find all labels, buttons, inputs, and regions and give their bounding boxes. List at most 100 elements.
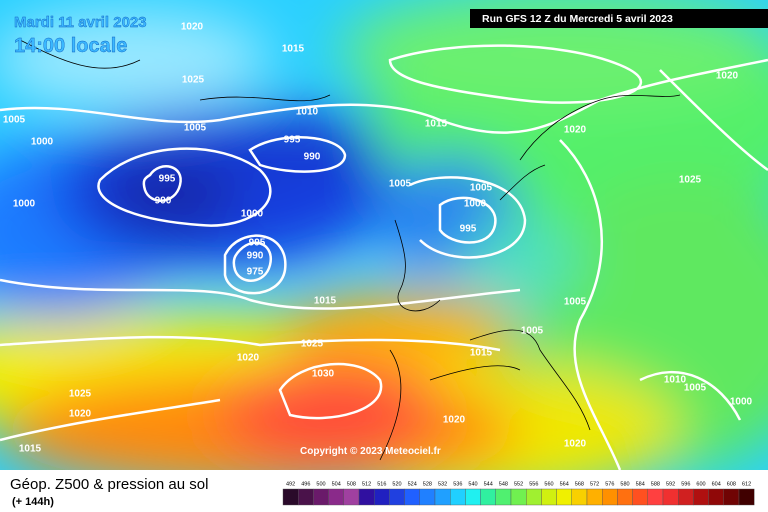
legend-label: 584	[636, 481, 645, 487]
legend-label: 504	[332, 481, 341, 487]
footer-title: Géop. Z500 & pression au sol	[10, 476, 208, 493]
isobar-label: 1025	[301, 339, 324, 350]
isobar-label: 1005	[684, 383, 707, 394]
legend-label: 576	[605, 481, 614, 487]
legend-swatch	[404, 488, 421, 506]
legend-label: 492	[286, 481, 295, 487]
legend-label: 592	[666, 481, 675, 487]
isobars	[0, 44, 768, 471]
footer-subtitle: (+ 144h)	[12, 496, 54, 508]
legend-swatch	[358, 488, 375, 506]
legend-swatch	[708, 488, 724, 506]
legend-swatch	[419, 488, 436, 506]
isobar-label: 1020	[716, 71, 739, 82]
legend-label: 552	[514, 481, 523, 487]
isobar-label: 1005	[470, 183, 493, 194]
isobar-label: 1000	[31, 137, 54, 148]
isobar-label: 1020	[69, 409, 92, 420]
date: Mardi 11 avril 2023	[14, 14, 147, 31]
legend-swatch	[617, 488, 633, 506]
legend-label: 608	[727, 481, 736, 487]
legend-label: 512	[362, 481, 371, 487]
time: 14:00 locale	[14, 35, 127, 57]
isobar-label: 1010	[296, 107, 319, 118]
isobar-label: 1000	[730, 397, 753, 408]
legend-swatch	[571, 488, 588, 506]
legend-swatch	[602, 488, 618, 506]
legend-swatch	[541, 488, 557, 506]
legend-label: 564	[560, 481, 569, 487]
run-box	[470, 9, 768, 28]
legend-swatch	[647, 488, 664, 506]
isobar-label: 990	[155, 196, 172, 207]
legend-label: 548	[499, 481, 508, 487]
isobar-label: 1015	[470, 348, 493, 359]
isobar-label: 1020	[181, 22, 204, 33]
isobar-label: 1025	[69, 389, 92, 400]
isobar-label: 1030	[312, 369, 335, 380]
legend-label: 536	[453, 481, 462, 487]
legend-swatch	[343, 488, 360, 506]
isobar-label: 1020	[564, 439, 587, 450]
isobar-label: 1020	[237, 353, 260, 364]
legend-swatch	[465, 488, 481, 506]
legend-swatch	[510, 488, 527, 506]
legend-label: 600	[696, 481, 705, 487]
color-field	[0, 0, 768, 500]
isobar-label: 1000	[13, 199, 36, 210]
isobar-label: 1015	[314, 296, 337, 307]
legend-label: 544	[484, 481, 493, 487]
isobar-label: 1005	[564, 297, 587, 308]
legend-swatch	[526, 488, 542, 506]
legend-label: 516	[377, 481, 386, 487]
legend-label: 528	[423, 481, 432, 487]
isobar-label: 990	[247, 251, 264, 262]
legend-swatch	[389, 488, 405, 506]
isobar-label: 975	[247, 267, 264, 278]
isobar-label: 1010	[664, 375, 687, 386]
legend-label: 580	[620, 481, 629, 487]
legend-label: 604	[712, 481, 721, 487]
legend-swatch	[738, 488, 755, 506]
legend-swatch	[495, 488, 512, 506]
legend-swatch	[313, 488, 329, 506]
legend-label: 532	[438, 481, 447, 487]
legend-label: 596	[681, 481, 690, 487]
isobar-label: 995	[284, 135, 301, 146]
isobar-label: 995	[249, 238, 266, 249]
legend-label: 572	[590, 481, 599, 487]
isobar-label: 1015	[19, 444, 42, 455]
legend-swatch	[282, 488, 299, 506]
legend-label: 496	[301, 481, 310, 487]
isobar-label: 1005	[3, 115, 26, 126]
legend-label: 568	[575, 481, 584, 487]
legend-swatch	[328, 488, 345, 506]
legend-label: 588	[651, 481, 660, 487]
isobar-label: 1015	[282, 44, 305, 55]
legend-label: 612	[742, 481, 751, 487]
run-info: Run GFS 12 Z du Mercredi 5 avril 2023	[482, 13, 673, 25]
legend-label: 556	[529, 481, 538, 487]
legend-label: 524	[408, 481, 417, 487]
legend-swatch	[374, 488, 390, 506]
isobar-label: 1020	[443, 415, 466, 426]
legend-swatch	[434, 488, 451, 506]
legend-swatch	[450, 488, 466, 506]
coastlines	[19, 39, 681, 461]
legend-swatch	[586, 488, 603, 506]
legend-swatch	[480, 488, 497, 506]
isobar-label: 1015	[425, 119, 448, 130]
copyright: Copyright © 2023 Meteociel.fr	[300, 446, 441, 457]
isobar-label: 1005	[521, 326, 544, 337]
legend-label: 520	[392, 481, 401, 487]
isobar-labels: 1020 1015 1025 1005 1005 1000 1010 995 990 1015 10…	[3, 22, 753, 455]
legend-swatch	[678, 488, 694, 506]
isobar-label: 1025	[679, 175, 702, 186]
legend-swatch	[662, 488, 679, 506]
legend-label: 540	[468, 481, 477, 487]
legend-swatch	[556, 488, 572, 506]
isobar-label: 1025	[182, 75, 205, 86]
legend-swatch	[632, 488, 648, 506]
